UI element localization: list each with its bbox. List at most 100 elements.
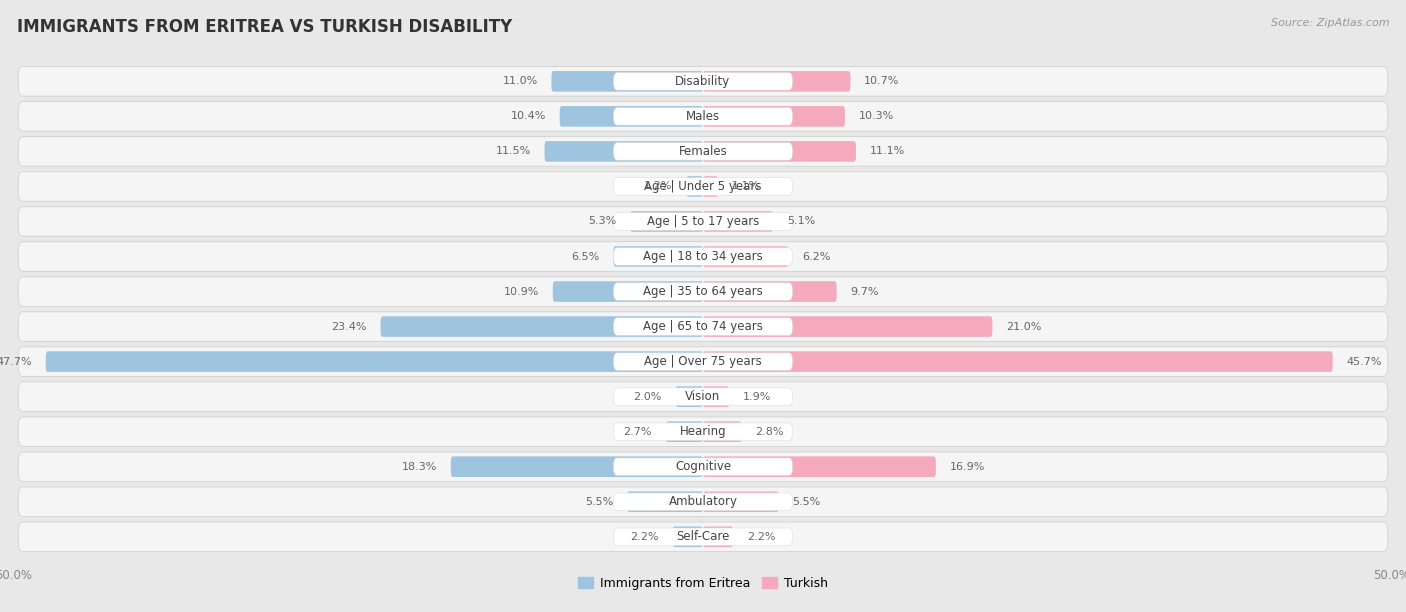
Text: 10.7%: 10.7% bbox=[865, 76, 900, 86]
Text: Age | 65 to 74 years: Age | 65 to 74 years bbox=[643, 320, 763, 333]
FancyBboxPatch shape bbox=[613, 143, 793, 160]
Text: 18.3%: 18.3% bbox=[402, 461, 437, 472]
Text: Hearing: Hearing bbox=[679, 425, 727, 438]
FancyBboxPatch shape bbox=[703, 351, 1333, 372]
FancyBboxPatch shape bbox=[551, 71, 703, 92]
FancyBboxPatch shape bbox=[18, 102, 1388, 131]
FancyBboxPatch shape bbox=[544, 141, 703, 162]
FancyBboxPatch shape bbox=[703, 106, 845, 127]
Text: Age | 18 to 34 years: Age | 18 to 34 years bbox=[643, 250, 763, 263]
FancyBboxPatch shape bbox=[686, 176, 703, 196]
Text: 5.5%: 5.5% bbox=[585, 497, 613, 507]
FancyBboxPatch shape bbox=[18, 487, 1388, 517]
Text: 23.4%: 23.4% bbox=[332, 321, 367, 332]
Text: 11.5%: 11.5% bbox=[495, 146, 531, 157]
FancyBboxPatch shape bbox=[672, 526, 703, 547]
FancyBboxPatch shape bbox=[613, 458, 793, 476]
Text: Age | Under 5 years: Age | Under 5 years bbox=[644, 180, 762, 193]
Text: Cognitive: Cognitive bbox=[675, 460, 731, 473]
FancyBboxPatch shape bbox=[703, 211, 773, 232]
Text: Source: ZipAtlas.com: Source: ZipAtlas.com bbox=[1271, 18, 1389, 28]
FancyBboxPatch shape bbox=[613, 248, 793, 265]
FancyBboxPatch shape bbox=[675, 386, 703, 407]
Text: Vision: Vision bbox=[685, 390, 721, 403]
FancyBboxPatch shape bbox=[613, 493, 793, 510]
FancyBboxPatch shape bbox=[703, 491, 779, 512]
FancyBboxPatch shape bbox=[18, 242, 1388, 271]
FancyBboxPatch shape bbox=[613, 213, 793, 230]
FancyBboxPatch shape bbox=[18, 277, 1388, 306]
FancyBboxPatch shape bbox=[560, 106, 703, 127]
Text: Age | 35 to 64 years: Age | 35 to 64 years bbox=[643, 285, 763, 298]
Text: 1.2%: 1.2% bbox=[644, 181, 672, 192]
Text: 5.3%: 5.3% bbox=[588, 217, 616, 226]
Text: 47.7%: 47.7% bbox=[0, 357, 32, 367]
FancyBboxPatch shape bbox=[451, 457, 703, 477]
Text: 2.7%: 2.7% bbox=[623, 427, 652, 437]
Text: 6.5%: 6.5% bbox=[571, 252, 599, 261]
Text: 10.9%: 10.9% bbox=[503, 286, 538, 297]
FancyBboxPatch shape bbox=[18, 67, 1388, 96]
FancyBboxPatch shape bbox=[613, 423, 793, 441]
FancyBboxPatch shape bbox=[613, 353, 793, 370]
FancyBboxPatch shape bbox=[613, 246, 703, 267]
Text: Ambulatory: Ambulatory bbox=[668, 495, 738, 508]
FancyBboxPatch shape bbox=[553, 282, 703, 302]
FancyBboxPatch shape bbox=[18, 417, 1388, 446]
Text: 9.7%: 9.7% bbox=[851, 286, 879, 297]
FancyBboxPatch shape bbox=[666, 422, 703, 442]
Text: IMMIGRANTS FROM ERITREA VS TURKISH DISABILITY: IMMIGRANTS FROM ERITREA VS TURKISH DISAB… bbox=[17, 18, 512, 36]
FancyBboxPatch shape bbox=[18, 347, 1388, 376]
FancyBboxPatch shape bbox=[18, 136, 1388, 166]
Text: 2.0%: 2.0% bbox=[633, 392, 662, 401]
FancyBboxPatch shape bbox=[703, 71, 851, 92]
FancyBboxPatch shape bbox=[18, 382, 1388, 411]
Text: 10.4%: 10.4% bbox=[510, 111, 546, 121]
FancyBboxPatch shape bbox=[18, 207, 1388, 236]
Text: Self-Care: Self-Care bbox=[676, 530, 730, 543]
FancyBboxPatch shape bbox=[18, 522, 1388, 551]
Text: 5.1%: 5.1% bbox=[787, 217, 815, 226]
Text: 2.2%: 2.2% bbox=[630, 532, 659, 542]
Text: Age | Over 75 years: Age | Over 75 years bbox=[644, 355, 762, 368]
Text: 45.7%: 45.7% bbox=[1347, 357, 1382, 367]
Text: 11.0%: 11.0% bbox=[502, 76, 537, 86]
FancyBboxPatch shape bbox=[46, 351, 703, 372]
Text: Males: Males bbox=[686, 110, 720, 123]
FancyBboxPatch shape bbox=[703, 282, 837, 302]
Text: 1.9%: 1.9% bbox=[742, 392, 772, 401]
FancyBboxPatch shape bbox=[18, 312, 1388, 341]
FancyBboxPatch shape bbox=[703, 422, 741, 442]
FancyBboxPatch shape bbox=[613, 108, 793, 125]
FancyBboxPatch shape bbox=[18, 172, 1388, 201]
FancyBboxPatch shape bbox=[703, 526, 734, 547]
Text: 21.0%: 21.0% bbox=[1007, 321, 1042, 332]
Text: 1.1%: 1.1% bbox=[733, 181, 761, 192]
Text: Disability: Disability bbox=[675, 75, 731, 88]
Text: 2.8%: 2.8% bbox=[755, 427, 785, 437]
FancyBboxPatch shape bbox=[613, 283, 793, 300]
Text: 2.2%: 2.2% bbox=[747, 532, 776, 542]
FancyBboxPatch shape bbox=[18, 452, 1388, 482]
Text: Age | 5 to 17 years: Age | 5 to 17 years bbox=[647, 215, 759, 228]
FancyBboxPatch shape bbox=[703, 246, 789, 267]
FancyBboxPatch shape bbox=[613, 177, 793, 195]
FancyBboxPatch shape bbox=[613, 73, 793, 90]
FancyBboxPatch shape bbox=[703, 386, 730, 407]
FancyBboxPatch shape bbox=[703, 176, 718, 196]
FancyBboxPatch shape bbox=[703, 316, 993, 337]
FancyBboxPatch shape bbox=[613, 318, 793, 335]
Legend: Immigrants from Eritrea, Turkish: Immigrants from Eritrea, Turkish bbox=[574, 572, 832, 595]
Text: 11.1%: 11.1% bbox=[870, 146, 905, 157]
FancyBboxPatch shape bbox=[613, 388, 793, 405]
FancyBboxPatch shape bbox=[381, 316, 703, 337]
Text: 6.2%: 6.2% bbox=[803, 252, 831, 261]
FancyBboxPatch shape bbox=[630, 211, 703, 232]
Text: 10.3%: 10.3% bbox=[859, 111, 894, 121]
FancyBboxPatch shape bbox=[613, 528, 793, 545]
FancyBboxPatch shape bbox=[627, 491, 703, 512]
Text: 5.5%: 5.5% bbox=[793, 497, 821, 507]
Text: Females: Females bbox=[679, 145, 727, 158]
Text: 16.9%: 16.9% bbox=[949, 461, 986, 472]
FancyBboxPatch shape bbox=[703, 457, 936, 477]
